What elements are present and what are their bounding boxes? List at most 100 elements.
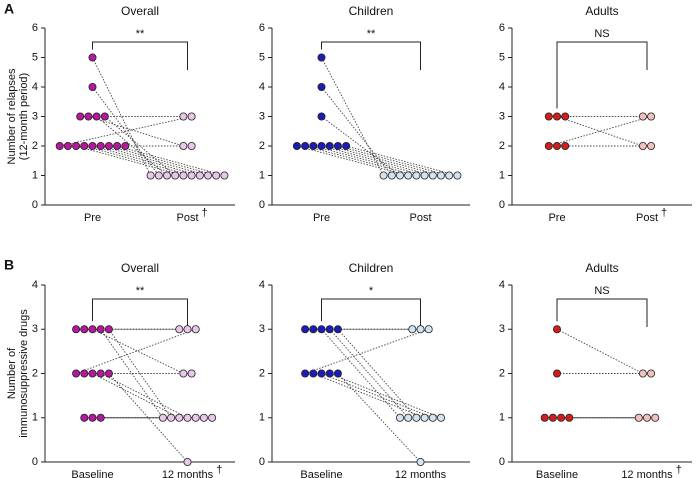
panel-title: Adults	[585, 261, 618, 275]
y-tick-label: 4	[259, 81, 265, 93]
pair-line	[556, 328, 644, 374]
pre-dot	[317, 83, 326, 92]
pair-line	[92, 86, 160, 176]
post-dot	[424, 325, 433, 334]
post-dot	[420, 171, 429, 180]
post-dot	[395, 171, 404, 180]
y-tick-label: 2	[259, 140, 265, 152]
pre-dot	[317, 112, 326, 121]
pre-dot	[104, 141, 113, 150]
y-tick-label: 3	[499, 110, 505, 122]
post-dot	[171, 171, 180, 180]
post-dot	[183, 413, 192, 422]
post-dot	[428, 413, 437, 422]
y-tick-label: 6	[32, 22, 38, 34]
post-dot	[220, 171, 229, 180]
post-dot	[643, 413, 652, 422]
post-dot	[212, 171, 221, 180]
y-tick-label: 2	[499, 140, 505, 152]
post-dot	[187, 171, 196, 180]
x-tick-label: Baseline	[536, 469, 578, 478]
y-axis-label: immunosuppressive drugs	[18, 309, 30, 438]
y-axis-label: (12-month period)	[18, 73, 30, 160]
post-dot	[158, 413, 167, 422]
pair-line	[329, 373, 442, 419]
pre-dot	[342, 141, 351, 150]
y-tick-label: 1	[499, 412, 505, 424]
pair-line	[75, 145, 184, 176]
pair-line	[556, 116, 644, 147]
post-dot	[412, 413, 421, 422]
post-dot	[436, 171, 445, 180]
significance-label: NS	[594, 285, 609, 297]
post-dot	[412, 171, 421, 180]
y-tick-label: 3	[259, 323, 265, 335]
y-tick-label: 6	[259, 22, 265, 34]
y-tick-label: 4	[499, 279, 505, 291]
post-dot	[179, 171, 188, 180]
pre-dot	[100, 112, 109, 121]
post-dot	[416, 325, 425, 334]
x-tick-label: Pre	[548, 212, 565, 224]
post-dot	[638, 369, 647, 378]
pre-dot	[84, 112, 93, 121]
panel-letter: B	[4, 257, 14, 273]
post-dot	[445, 171, 454, 180]
pre-dot	[309, 141, 318, 150]
y-tick-label: 1	[32, 169, 38, 181]
pair-line	[84, 145, 192, 176]
pair-line	[304, 328, 429, 374]
pre-dot	[96, 413, 105, 422]
y-tick-label: 2	[499, 367, 505, 379]
pre-dot	[96, 325, 105, 334]
pre-dot	[72, 141, 81, 150]
y-tick-label: 2	[32, 140, 38, 152]
panel-letter: A	[4, 1, 14, 17]
post-dot	[175, 325, 184, 334]
post-dot	[428, 171, 437, 180]
y-tick-label: 4	[32, 81, 38, 93]
pre-dot	[80, 413, 89, 422]
post-dot	[179, 369, 188, 378]
post-dot	[187, 369, 196, 378]
pre-dot	[561, 141, 570, 150]
y-tick-label: 5	[259, 51, 265, 63]
pair-line	[313, 145, 425, 176]
post-dot	[634, 413, 643, 422]
significance-label: *	[369, 285, 374, 297]
significance-bracket	[556, 41, 648, 109]
y-tick-label: 1	[259, 412, 265, 424]
post-dot	[395, 413, 404, 422]
significance-label: NS	[594, 28, 609, 40]
y-tick-label: 4	[499, 81, 505, 93]
pre-dot	[76, 112, 85, 121]
post-dot	[408, 325, 417, 334]
y-tick-label: 3	[499, 323, 505, 335]
pair-line	[321, 145, 433, 176]
pre-dot	[325, 325, 334, 334]
pre-dot	[80, 141, 89, 150]
pre-dot	[80, 325, 89, 334]
pair-line	[88, 116, 184, 147]
pre-dot	[317, 141, 326, 150]
post-dot	[187, 112, 196, 121]
pair-line	[92, 373, 180, 419]
pre-dot	[96, 141, 105, 150]
post-dot	[195, 171, 204, 180]
x-tick-label: 12 months	[162, 469, 214, 478]
post-dot	[175, 413, 184, 422]
pair-line	[296, 145, 409, 176]
post-dot	[179, 141, 188, 150]
y-tick-label: 2	[259, 367, 265, 379]
y-tick-label: 5	[499, 51, 505, 63]
pre-dot	[301, 325, 310, 334]
pair-line	[92, 328, 184, 374]
post-dot	[647, 112, 656, 121]
y-tick-label: 2	[32, 367, 38, 379]
pair-line	[321, 373, 433, 419]
post-dot	[183, 325, 192, 334]
post-dot	[379, 171, 388, 180]
pair-line	[116, 145, 225, 176]
pair-line	[100, 373, 188, 419]
pair-line	[92, 57, 152, 176]
